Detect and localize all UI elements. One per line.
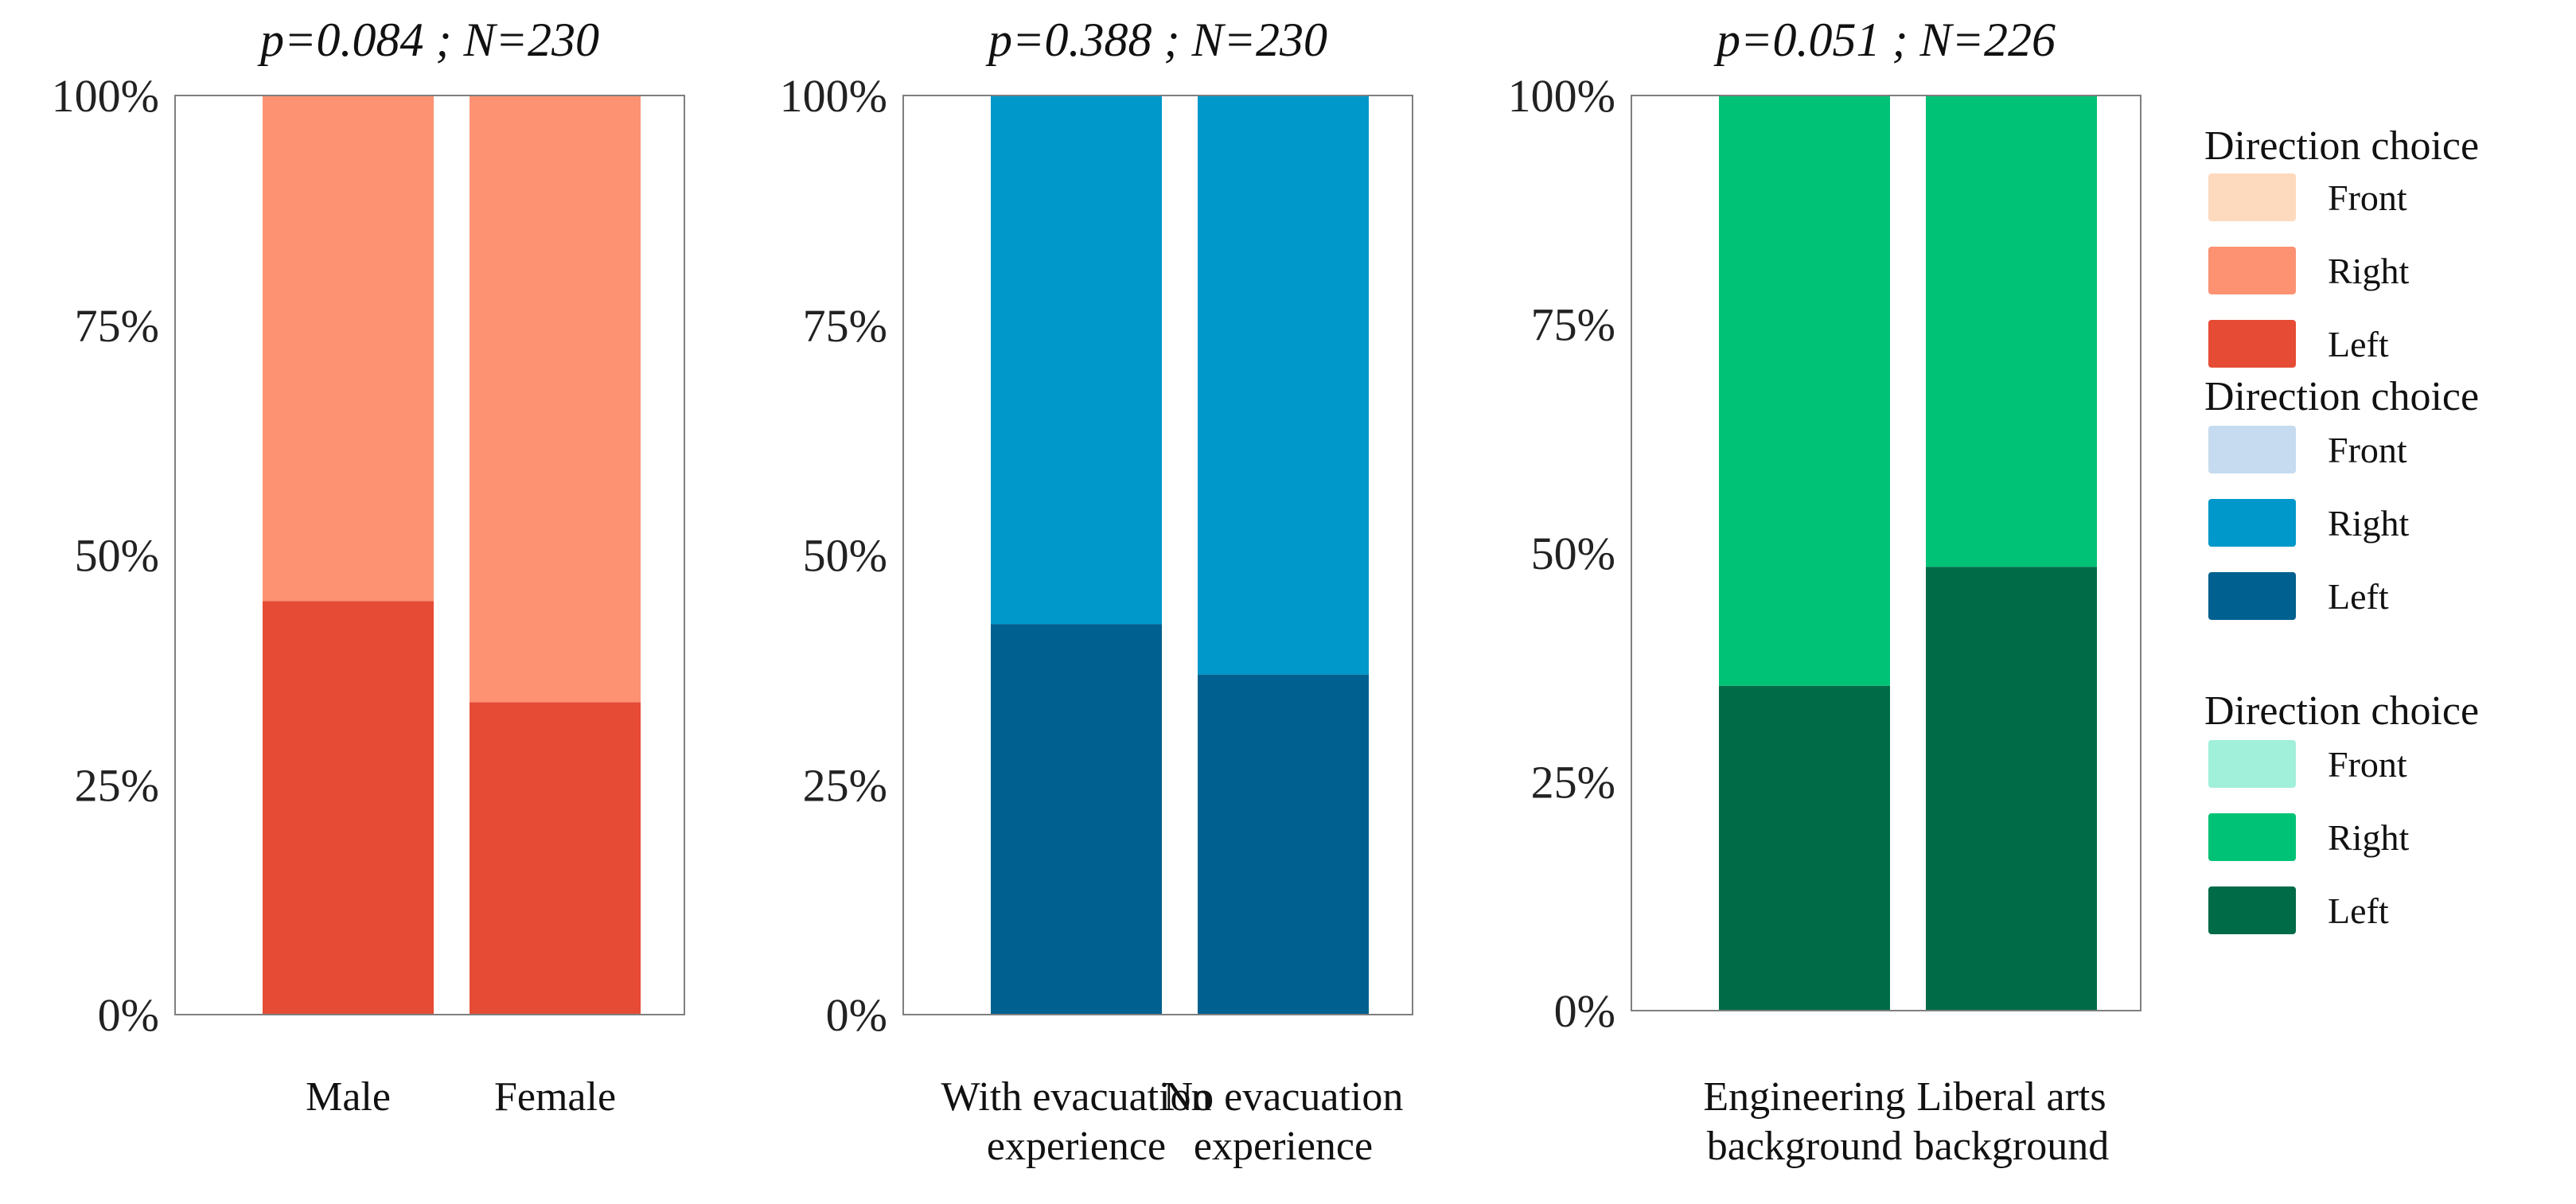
category-label-1-1: Male bbox=[306, 1074, 391, 1120]
panel-title-2: p=0.388 ; N=230 bbox=[985, 14, 1327, 66]
legend-title-3: Direction choice bbox=[2204, 688, 2479, 734]
panel-title-3: p=0.051 ; N=226 bbox=[1713, 14, 2056, 66]
legend-label-left-1: Left bbox=[2328, 324, 2389, 364]
y-tick-label-2-3: 75% bbox=[803, 300, 887, 352]
legend-label-front-2: Front bbox=[2328, 430, 2407, 470]
legend-swatch-left-3 bbox=[2208, 886, 2296, 934]
y-tick-label-3-1: 25% bbox=[1531, 757, 1615, 809]
y-tick-label-1-4: 100% bbox=[52, 70, 159, 122]
y-tick-label-3-0: 0% bbox=[1554, 985, 1615, 1037]
category-label-3-1: Engineering background bbox=[1703, 1074, 1905, 1169]
bar-segment-left-2-2 bbox=[1198, 674, 1369, 1015]
legend-swatch-right-3 bbox=[2208, 813, 2296, 861]
category-label-1-2: Female bbox=[494, 1074, 616, 1120]
legend-swatch-left-2 bbox=[2208, 572, 2296, 620]
legend-swatch-front-1 bbox=[2208, 173, 2296, 221]
legend-title-1: Direction choice bbox=[2204, 123, 2479, 169]
y-tick-label-3-2: 50% bbox=[1531, 528, 1615, 579]
legend-swatch-front-2 bbox=[2208, 426, 2296, 473]
legend-title-2: Direction choice bbox=[2204, 374, 2479, 419]
legend-swatch-right-1 bbox=[2208, 247, 2296, 294]
bar-segment-right-2-2 bbox=[1198, 95, 1369, 675]
category-label-2-2: No evacuation experience bbox=[1163, 1074, 1404, 1169]
legend-swatch-front-3 bbox=[2208, 740, 2296, 788]
y-tick-label-2-4: 100% bbox=[780, 70, 887, 122]
bar-segment-left-1-2 bbox=[470, 702, 641, 1015]
legend-label-left-2: Left bbox=[2328, 576, 2389, 617]
panel-frame-2 bbox=[902, 95, 1413, 1015]
y-tick-label-1-1: 25% bbox=[75, 759, 159, 811]
bar-segment-right-3-2 bbox=[1926, 95, 2097, 567]
y-tick-label-1-0: 0% bbox=[98, 989, 159, 1041]
bar-segment-left-1-1 bbox=[263, 601, 434, 1015]
y-tick-label-1-3: 75% bbox=[75, 300, 159, 352]
bar-segment-right-3-1 bbox=[1719, 95, 1890, 686]
y-tick-label-3-4: 100% bbox=[1508, 70, 1615, 122]
bar-segment-right-1-2 bbox=[470, 95, 641, 703]
bar-segment-right-2-1 bbox=[991, 95, 1162, 625]
panel-title-1: p=0.084 ; N=230 bbox=[257, 14, 599, 66]
bar-segment-right-1-1 bbox=[263, 95, 434, 602]
legend-label-right-1: Right bbox=[2328, 251, 2409, 291]
legend-label-front-3: Front bbox=[2328, 744, 2407, 785]
y-tick-label-2-1: 25% bbox=[803, 759, 887, 811]
legend-label-right-2: Right bbox=[2328, 503, 2409, 544]
panel-frame-1 bbox=[174, 95, 685, 1015]
bar-segment-left-2-1 bbox=[991, 624, 1162, 1015]
category-label-2-1: With evacuation experience bbox=[941, 1074, 1211, 1169]
legend-label-left-3: Left bbox=[2328, 890, 2389, 931]
bar-segment-left-3-2 bbox=[1926, 567, 2097, 1011]
y-tick-label-1-2: 50% bbox=[75, 530, 159, 582]
legend-swatch-left-1 bbox=[2208, 320, 2296, 368]
legend-swatch-right-2 bbox=[2208, 499, 2296, 547]
bar-segment-left-3-1 bbox=[1719, 685, 1890, 1011]
category-label-3-2: Liberal arts background bbox=[1914, 1074, 2109, 1169]
panel-frame-3 bbox=[1631, 95, 2141, 1011]
y-tick-label-3-3: 75% bbox=[1531, 299, 1615, 351]
y-tick-label-2-2: 50% bbox=[803, 530, 887, 582]
legend-label-right-3: Right bbox=[2328, 817, 2409, 858]
y-tick-label-2-0: 0% bbox=[826, 989, 887, 1041]
legend-label-front-1: Front bbox=[2328, 177, 2407, 218]
